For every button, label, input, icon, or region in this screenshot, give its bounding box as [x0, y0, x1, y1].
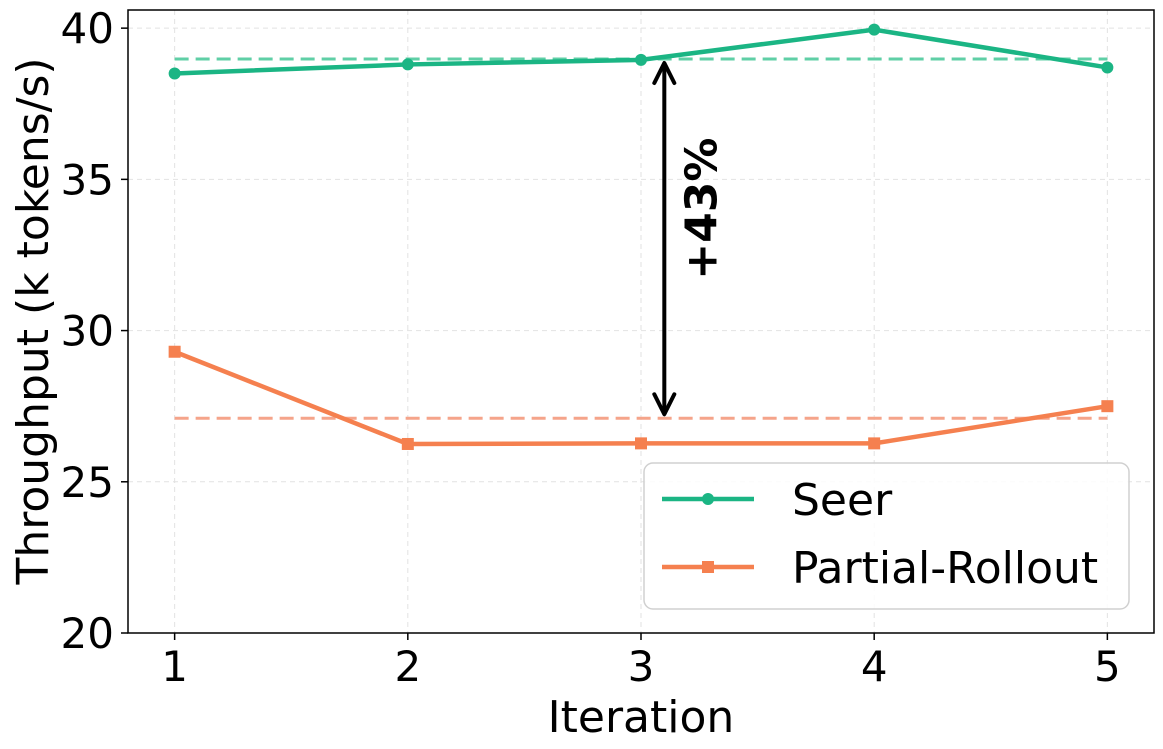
x-tick-label: 3 [628, 642, 655, 691]
annotation-arrowhead-top [652, 60, 677, 85]
partial-rollout-point [868, 437, 881, 450]
legend-seer-marker [702, 493, 714, 505]
x-tick-label: 5 [1094, 642, 1121, 691]
partial-rollout-point [401, 437, 414, 450]
x-tick-label: 2 [394, 642, 421, 691]
partial-rollout-point [1101, 400, 1114, 413]
annotation-label: +43% [676, 138, 727, 280]
annotation: +43% [652, 60, 727, 417]
x-tick-label: 1 [161, 642, 188, 691]
ticks: 20 25 30 35 40 1 2 3 4 5 [61, 4, 1121, 691]
series-lines [168, 23, 1114, 450]
seer-point [168, 67, 181, 80]
x-axis-label: Iteration [548, 692, 735, 743]
seer-point [635, 53, 647, 66]
legend-box [643, 462, 1130, 610]
seer-point [401, 58, 414, 71]
y-tick-label: 20 [61, 609, 114, 658]
legend-partial-rollout-marker [702, 561, 714, 573]
partial-rollout-point [635, 437, 647, 450]
annotation-arrowhead-bottom [652, 392, 677, 417]
seer-point [1101, 61, 1114, 74]
y-tick-label: 35 [61, 155, 114, 204]
x-tick-label: 4 [861, 642, 888, 691]
y-axis-label: Throughput (k tokens/s) [8, 57, 59, 585]
grid [128, 10, 1154, 634]
y-tick-label: 40 [61, 4, 114, 53]
y-tick-label: 30 [61, 307, 114, 356]
seer-point [868, 23, 881, 36]
legend: Seer Partial-Rollout [643, 462, 1130, 610]
legend-seer-label: Seer [792, 475, 893, 526]
partial-rollout-point [168, 345, 181, 358]
legend-partial-rollout-label: Partial-Rollout [792, 543, 1098, 594]
y-tick-label: 25 [61, 458, 114, 507]
